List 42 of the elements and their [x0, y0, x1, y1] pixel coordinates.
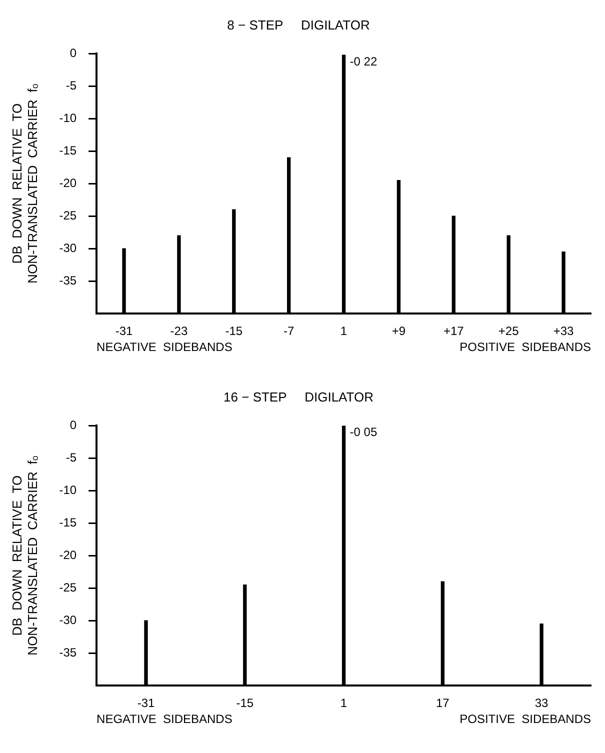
annotation: -0 22: [350, 54, 378, 68]
text: NON-TRANSLATED CARRIER fₒ: [24, 456, 40, 656]
x-tick-label: 1: [340, 696, 348, 710]
x-tick-label: -31: [137, 696, 155, 710]
y-tick-label: -25: [59, 580, 77, 594]
chart-title: 16 − STEP DIGILATOR: [224, 389, 374, 404]
x-tick-label: +9: [392, 324, 406, 338]
x-tick-label: -23: [170, 324, 188, 338]
y-tick-label: -5: [66, 78, 77, 92]
y-tick-label: -15: [59, 515, 77, 530]
y-tick-label: -10: [59, 482, 77, 497]
y-tick-label: -30: [59, 612, 77, 627]
y-tick-label: -30: [59, 240, 77, 255]
text: DB DOWN RELATIVE TO: [9, 103, 24, 264]
x-tick-label: -7: [283, 324, 294, 338]
text: NON-TRANSLATED CARRIER fₒ: [24, 84, 40, 284]
annotation: -0 05: [350, 425, 378, 440]
text: POSITIVE SIDEBANDS: [460, 712, 591, 726]
y-tick-label: -25: [59, 208, 77, 222]
y-tick-label: -10: [59, 110, 77, 125]
y-tick-label: 0: [70, 418, 77, 432]
x-tick-label: +33: [553, 324, 574, 338]
x-tick-label: -15: [225, 324, 243, 338]
x-tick-label: 33: [534, 696, 549, 710]
text: DB DOWN RELATIVE TO: [9, 475, 24, 636]
x-tick-label: +17: [443, 324, 464, 338]
x-tick-label: +25: [498, 324, 520, 338]
x-tick-label: 1: [340, 324, 348, 338]
text: POSITIVE SIDEBANDS: [460, 340, 591, 354]
y-tick-label: -5: [66, 450, 77, 464]
text: NEGATIVE SIDEBANDS: [96, 712, 232, 726]
x-tick-label: -15: [236, 696, 254, 710]
y-tick-label: -35: [59, 273, 77, 288]
chart-title: 8 − STEP DIGILATOR: [227, 17, 370, 32]
y-tick-label: -35: [59, 645, 77, 660]
x-tick-label: 17: [436, 696, 450, 710]
y-tick-label: -15: [59, 143, 77, 158]
text: NEGATIVE SIDEBANDS: [96, 340, 232, 354]
y-tick-label: -20: [59, 176, 77, 190]
y-tick-label: -20: [59, 548, 77, 562]
x-tick-label: -31: [115, 324, 134, 338]
y-tick-label: 0: [70, 46, 77, 60]
